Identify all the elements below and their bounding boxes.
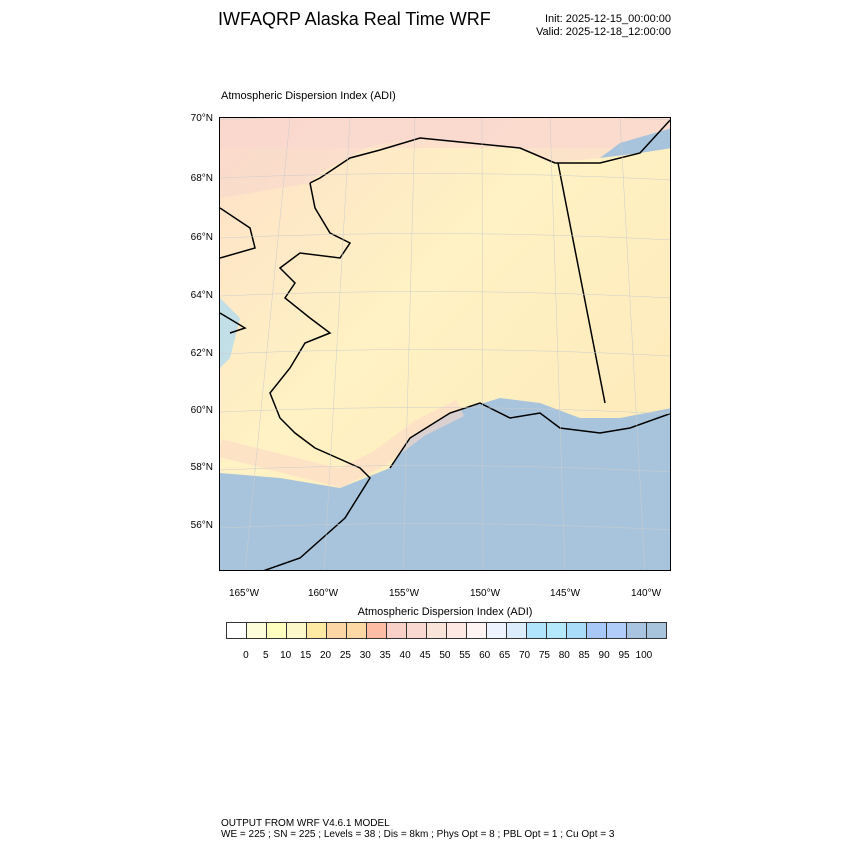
colorbar-box xyxy=(367,623,387,638)
colorbar-label: 75 xyxy=(538,650,550,661)
lat-label: 68°N xyxy=(190,173,213,184)
colorbar-label: 45 xyxy=(419,650,431,661)
colorbar-label: 40 xyxy=(399,650,411,661)
colorbar-box xyxy=(307,623,327,638)
map-canvas xyxy=(220,118,670,570)
colorbar-label: 95 xyxy=(618,650,630,661)
colorbar-box xyxy=(647,623,666,638)
time-info: Init: 2025-12-15_00:00:00 Valid: 2025-12… xyxy=(536,13,671,39)
colorbar-box xyxy=(527,623,547,638)
colorbar-label: 80 xyxy=(558,650,570,661)
colorbar-label: 100 xyxy=(635,650,653,661)
graticule xyxy=(220,118,670,570)
colorbar-label: 85 xyxy=(578,650,590,661)
lat-label: 62°N xyxy=(190,348,213,359)
lon-label: 160°W xyxy=(307,588,339,599)
colorbar-box xyxy=(447,623,467,638)
lat-label: 56°N xyxy=(190,520,213,531)
colorbar-label: 0 xyxy=(243,650,249,661)
lat-label: 58°N xyxy=(190,462,213,473)
colorbar-label: 65 xyxy=(499,650,511,661)
colorbar-box xyxy=(507,623,527,638)
colorbar-label: 70 xyxy=(518,650,531,661)
coastlines xyxy=(220,119,670,570)
colorbar-box xyxy=(267,623,287,638)
lon-label: 155°W xyxy=(388,588,420,599)
colorbar-box xyxy=(567,623,587,638)
colorbar-box xyxy=(287,623,307,638)
colorbar-box xyxy=(407,623,427,638)
valid-time: Valid: 2025-12-18_12:00:00 xyxy=(536,26,671,38)
colorbar-box xyxy=(587,623,607,638)
lon-label: 145°W xyxy=(549,588,581,599)
colorbar-label: 20 xyxy=(319,650,332,661)
colorbar-box xyxy=(247,623,267,638)
colorbar-label: 5 xyxy=(263,650,269,661)
colorbar-box xyxy=(327,623,347,638)
plot-title: IWFAQRP Alaska Real Time WRF xyxy=(218,9,491,29)
colorbar-label: 15 xyxy=(300,650,312,661)
colorbar-label: 50 xyxy=(439,650,451,661)
lat-label: 70°N xyxy=(190,113,213,124)
lat-label: 60°N xyxy=(190,405,213,416)
north-coast-shade xyxy=(220,118,670,198)
colorbar-box xyxy=(427,623,447,638)
colorbar xyxy=(226,622,667,639)
colorbar-label: 60 xyxy=(479,650,491,661)
colorbar-label: 10 xyxy=(280,650,292,661)
colorbar-label: 55 xyxy=(459,650,471,661)
colorbar-title: Atmospheric Dispersion Index (ADI) xyxy=(357,606,533,618)
init-time: Init: 2025-12-15_00:00:00 xyxy=(545,13,671,25)
colorbar-box xyxy=(227,623,247,638)
colorbar-box xyxy=(387,623,407,638)
colorbar-box xyxy=(607,623,627,638)
lon-label: 150°W xyxy=(469,588,501,599)
footer-model: OUTPUT FROM WRF V4.6.1 MODEL xyxy=(221,818,390,829)
gulf-of-alaska xyxy=(220,398,670,570)
map-subtitle: Atmospheric Dispersion Index (ADI) xyxy=(221,90,396,102)
colorbar-label: 35 xyxy=(379,650,391,661)
beaufort-sea-ice xyxy=(600,128,670,158)
colorbar-label: 25 xyxy=(339,650,351,661)
footer-config: WE = 225 ; SN = 225 ; Levels = 38 ; Dis … xyxy=(221,829,615,840)
lat-label: 66°N xyxy=(190,232,213,243)
lat-label: 64°N xyxy=(190,290,213,301)
colorbar-label: 30 xyxy=(359,650,371,661)
colorbar-box xyxy=(627,623,647,638)
lon-label: 165°W xyxy=(228,588,260,599)
colorbar-box xyxy=(487,623,507,638)
lon-label: 140°W xyxy=(630,588,662,599)
colorbar-box xyxy=(347,623,367,638)
colorbar-box xyxy=(547,623,567,638)
colorbar-box xyxy=(467,623,487,638)
footer: OUTPUT FROM WRF V4.6.1 MODEL WE = 225 ; … xyxy=(221,818,614,840)
colorbar-label: 90 xyxy=(598,650,610,661)
map-plot xyxy=(219,117,671,571)
